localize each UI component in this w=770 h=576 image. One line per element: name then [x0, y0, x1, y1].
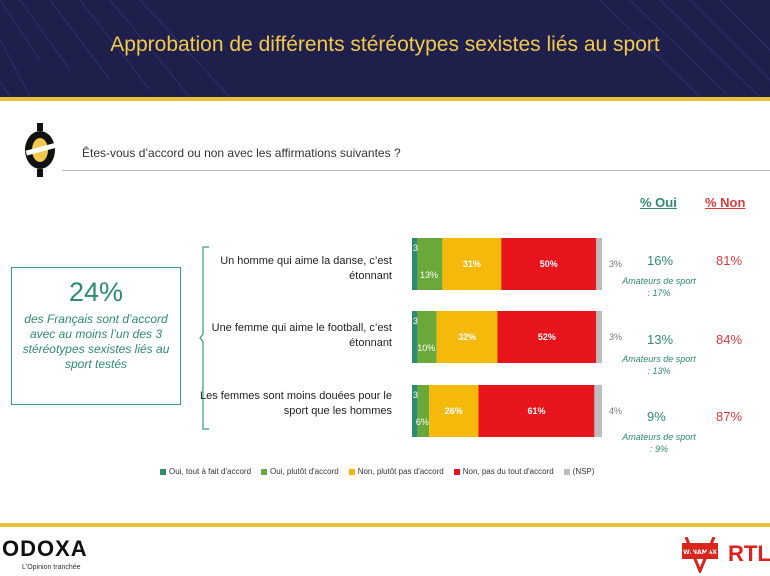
- bar-row3-series4: [478, 385, 595, 437]
- row-1-oui: 16%: [647, 253, 674, 268]
- row-3-oui: 9%: [647, 409, 666, 424]
- summary-callout: 24% des Français sont d’accord avec au m…: [11, 267, 181, 405]
- bar-label-row3-series3: 26%: [445, 406, 463, 416]
- column-header-non: % Non: [705, 195, 746, 210]
- legend-swatch-5: [563, 468, 570, 475]
- header-rule: [0, 97, 770, 101]
- chart-legend: Oui, tout à fait d'accord Oui, plutôt d'a…: [160, 467, 594, 476]
- bar-row2-series3: [436, 311, 498, 363]
- page-title: Approbation de différents stéréotypes se…: [110, 33, 660, 56]
- bar-label-row3-series2: 6%: [416, 417, 429, 427]
- bar-row1-series1: [412, 238, 418, 290]
- bar-row3-series5: [594, 385, 602, 437]
- bar-label-row2-series2: 10%: [417, 343, 435, 353]
- legend-label-5: (NSP): [572, 467, 595, 476]
- legend-label-4: Non, pas du tout d'accord: [462, 467, 554, 476]
- question-text: Êtes-vous d’accord ou non avec les affir…: [82, 146, 401, 160]
- legend-item-4: Non, pas du tout d'accord: [453, 467, 554, 476]
- legend-label-1: Oui, tout à fait d'accord: [169, 467, 252, 476]
- row-2-statement: Une femme qui aime le football, c’est ét…: [211, 322, 392, 349]
- legend-swatch-4: [453, 468, 460, 475]
- row-3-statement: Les femmes sont moins douées pour le spo…: [200, 390, 392, 417]
- winamax-logo: WINAMAX: [682, 537, 718, 573]
- bar-row1-series4: [501, 238, 597, 290]
- row-2-oui: 13%: [647, 332, 674, 347]
- legend-swatch-1: [160, 468, 166, 475]
- bar-row2-series5: [596, 311, 602, 363]
- bar-label-row1-series5: 3%: [609, 259, 622, 269]
- bar-label-row2-series5: 3%: [609, 332, 622, 342]
- bar-label-row2-series3: 32%: [458, 332, 476, 342]
- bar-row1-series2: [417, 238, 443, 290]
- row-1-amateurs: Amateurs de sport : 17%: [622, 276, 696, 298]
- row-2-amateurs: Amateurs de sport : 13%: [622, 354, 696, 376]
- legend-swatch-2: [261, 468, 268, 475]
- bar-label-row1-series3: 31%: [463, 259, 481, 269]
- row-1-statement: Un homme qui aime la danse, c’est étonna…: [220, 255, 392, 282]
- rtl-logo: RTL: [728, 541, 770, 566]
- bar-row1-series3: [442, 238, 502, 290]
- legend-item-2: Oui, plutôt d'accord: [261, 467, 339, 476]
- header-banner: Approbation de différents stéréotypes se…: [0, 0, 770, 97]
- legend-item-5: (NSP): [563, 467, 595, 476]
- odoxa-logo: ODOXA: [2, 536, 88, 561]
- question-rule: [62, 170, 770, 171]
- row-3-non: 87%: [716, 409, 743, 424]
- bracket: [199, 246, 209, 430]
- bar-label-row3-series5: 4%: [609, 406, 622, 416]
- bar-label-row3-series4: 61%: [527, 406, 545, 416]
- bar-row3-series1: [412, 385, 418, 437]
- bar-row1-series5: [596, 238, 602, 290]
- odoxa-dollar-icon: [25, 123, 56, 177]
- callout-text: des Français sont d’accord avec au moins…: [22, 312, 170, 371]
- header-pattern: [0, 0, 770, 97]
- bar-label-row1-series4: 50%: [540, 259, 558, 269]
- odoxa-tagline: L'Opinion tranchée: [22, 564, 81, 571]
- bar-row2-series1: [412, 311, 418, 363]
- legend-item-1: Oui, tout à fait d'accord: [160, 467, 251, 476]
- legend-label-2: Oui, plutôt d'accord: [270, 467, 339, 476]
- legend-swatch-3: [348, 468, 355, 475]
- row-3-amateurs: Amateurs de sport : 9%: [622, 432, 696, 454]
- row-2-non: 84%: [716, 332, 743, 347]
- column-header-oui: % Oui: [640, 195, 677, 210]
- winamax-text: WINAMAX: [683, 549, 717, 556]
- bar-label-row2-series4: 52%: [538, 332, 556, 342]
- bar-row3-series3: [429, 385, 479, 437]
- bar-label-row1-series2: 13%: [420, 270, 438, 280]
- bar-row2-series4: [497, 311, 597, 363]
- footer-rule: [0, 523, 770, 527]
- callout-value: 24%: [68, 277, 124, 307]
- bar-row2-series2: [417, 311, 437, 363]
- legend-item-3: Non, plutôt pas d'accord: [348, 467, 444, 476]
- row-1-non: 81%: [716, 253, 743, 268]
- bar-row3-series2: [417, 385, 430, 437]
- legend-label-3: Non, plutôt pas d'accord: [357, 467, 444, 476]
